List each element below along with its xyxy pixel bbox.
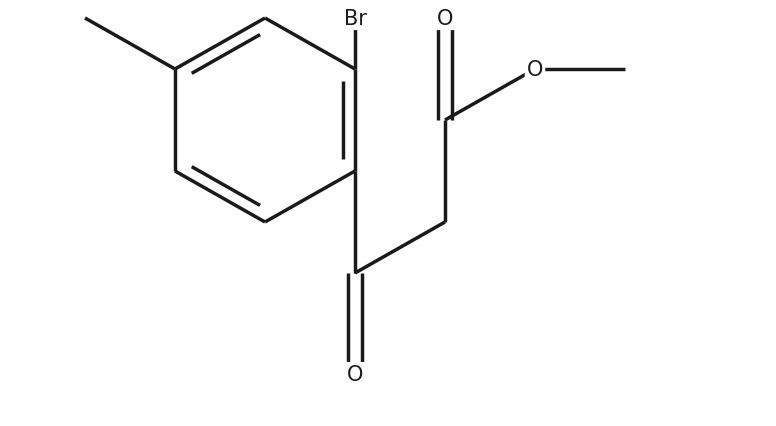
Text: O: O <box>437 9 453 29</box>
Text: O: O <box>527 60 543 80</box>
Text: O: O <box>347 364 363 384</box>
Text: Br: Br <box>344 9 366 29</box>
